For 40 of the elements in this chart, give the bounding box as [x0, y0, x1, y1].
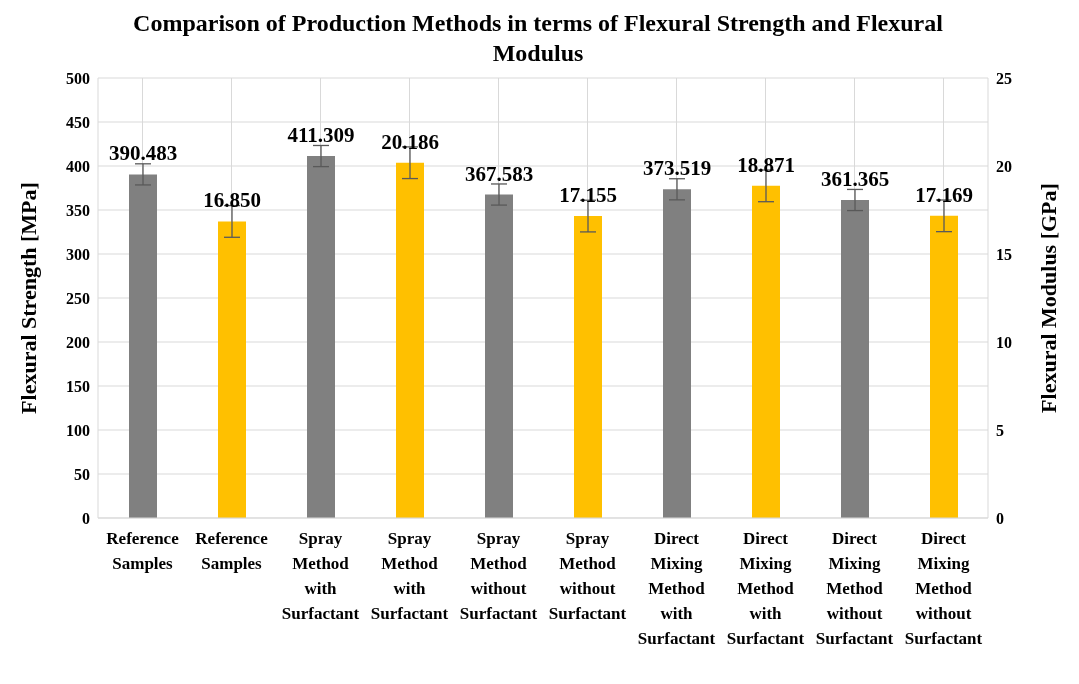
y-tick-label: 350	[66, 201, 90, 219]
x-tick-label: Direct Mixing Method with Surfactant	[637, 529, 716, 648]
chart-title: Comparison of Production Methods in terms of Flexural Strength and Flexural Modulus	[132, 9, 944, 68]
x-tick-label: Spray Method with Surfactant	[370, 529, 449, 623]
y2-tick-label: 15	[996, 245, 1012, 263]
data-label: 390.483	[108, 141, 178, 166]
x-tick-label: Direct Mixing Method without Surfactant	[815, 529, 894, 648]
y-tick-label: 200	[66, 333, 90, 351]
x-tick-label: Reference Samples	[195, 529, 269, 573]
y2-tick-label: 0	[996, 509, 1004, 527]
y-tick-label: 400	[66, 157, 90, 175]
y2-tick-label: 20	[996, 157, 1012, 175]
y-tick-label: 50	[74, 465, 90, 483]
y2-tick-label: 10	[996, 333, 1012, 351]
y2-tick-label: 5	[996, 421, 1004, 439]
data-label: 411.309	[287, 123, 355, 148]
x-tick-label: Direct Mixing Method with Surfactant	[726, 529, 805, 648]
y-tick-label: 250	[66, 289, 90, 307]
y-axis-title: Flexural Strength [MPa]	[15, 182, 41, 414]
data-label: 17.155	[559, 183, 617, 208]
data-label: 16.850	[203, 188, 261, 213]
y-tick-label: 100	[66, 421, 90, 439]
x-tick-label: Direct Mixing Method without Surfactant	[904, 529, 983, 648]
data-label: 17.169	[915, 182, 973, 207]
x-tick-label: Spray Method with Surfactant	[281, 529, 360, 623]
data-label: 20.186	[381, 129, 439, 154]
y-tick-label: 150	[66, 377, 90, 395]
data-label: 361.365	[820, 167, 890, 191]
x-tick-label: Spray Method without Surfactant	[459, 529, 538, 623]
y-tick-label: 500	[66, 69, 90, 87]
y-tick-label: 0	[82, 509, 90, 527]
data-label: 367.583	[464, 161, 534, 186]
x-tick-label: Reference Samples	[106, 529, 180, 573]
y-tick-label: 300	[66, 245, 90, 263]
data-label: 18.871	[737, 152, 795, 177]
y-tick-label: 450	[66, 113, 90, 131]
y2-tick-label: 25	[996, 69, 1012, 87]
y2-axis-title: Flexural Modulus [GPa]	[1035, 183, 1061, 413]
data-label: 373.519	[642, 156, 712, 181]
x-tick-label: Spray Method without Surfactant	[548, 529, 627, 623]
